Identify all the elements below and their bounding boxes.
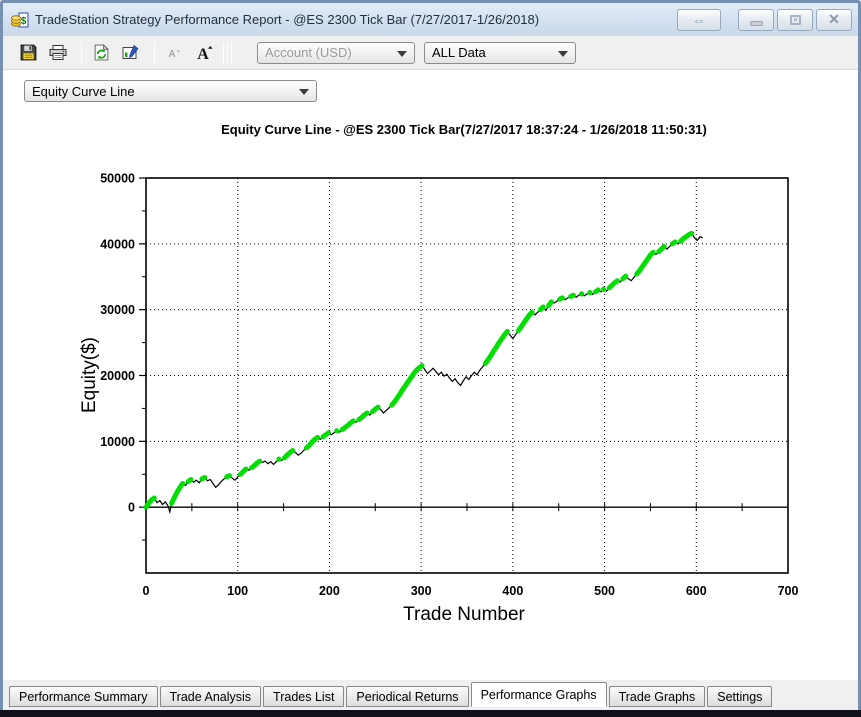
tab-performance-graphs[interactable]: Performance Graphs	[470, 682, 607, 707]
app-icon: $	[11, 12, 29, 27]
tab-periodical-returns[interactable]: Periodical Returns	[346, 686, 469, 707]
account-combo-value: Account (USD)	[265, 45, 352, 60]
chevron-down-icon	[397, 50, 407, 57]
toolbar-separator	[154, 41, 155, 64]
svg-text:400: 400	[502, 584, 523, 598]
tab-label: Trade Graphs	[618, 689, 696, 704]
close-button[interactable]: ✕	[816, 8, 852, 31]
chart-properties-button[interactable]	[118, 40, 144, 66]
graph-type-combo[interactable]: Equity Curve Line	[24, 80, 317, 102]
account-combo[interactable]: Account (USD)	[257, 41, 415, 64]
x-axis-label: Trade Number	[403, 604, 525, 625]
svg-text:A: A	[197, 46, 209, 62]
minimize-button[interactable]	[738, 8, 774, 31]
refresh-icon	[94, 44, 109, 61]
svg-text:20000: 20000	[100, 369, 135, 383]
title-bar: $ TradeStation Strategy Performance Repo…	[3, 3, 858, 36]
tab-label: Trades List	[273, 689, 335, 704]
chevron-down-icon	[299, 89, 309, 95]
svg-text:0: 0	[143, 584, 150, 598]
chart-title: Equity Curve Line - @ES 2300 Tick Bar(7/…	[221, 122, 707, 137]
save-button[interactable]	[15, 40, 41, 66]
svg-text:50000: 50000	[100, 172, 135, 186]
tab-bar: Performance Summary Trade Analysis Trades …	[3, 679, 858, 710]
tab-label: Periodical Returns	[356, 689, 459, 704]
decrease-font-button[interactable]: A	[161, 40, 187, 66]
print-button[interactable]	[45, 40, 71, 66]
tab-label: Trade Analysis	[169, 689, 252, 704]
chart-properties-icon	[122, 45, 139, 59]
increase-font-icon: A	[197, 45, 213, 62]
tab-trades-list[interactable]: Trades List	[263, 686, 345, 707]
svg-text:600: 600	[686, 584, 707, 598]
refresh-button[interactable]	[88, 40, 114, 66]
svg-text:200: 200	[319, 584, 340, 598]
svg-text:$: $	[21, 16, 27, 27]
equity-curve-chart: 0 10000 20000 30000 40000 50000 0 100 200 300 400 5…	[100, 172, 799, 599]
restore-icon	[789, 14, 801, 25]
dock-toggle-button[interactable]: ⇔	[677, 8, 721, 31]
dock-arrows-icon: ⇔	[692, 11, 706, 28]
decrease-font-icon: A	[168, 49, 181, 60]
tab-trade-graphs[interactable]: Trade Graphs	[608, 686, 706, 707]
floppy-disk-icon	[20, 44, 36, 61]
tab-performance-summary[interactable]: Performance Summary	[9, 686, 158, 707]
toolbar-separator	[81, 41, 82, 64]
performance-graphs-panel: Equity Curve Line Equity Curve Line - @E…	[3, 70, 858, 679]
increase-font-button[interactable]: A	[191, 40, 217, 66]
toolbar: A A Account (USD) ALL Data	[3, 36, 858, 70]
window-bottom-edge	[0, 710, 861, 717]
window-title: TradeStation Strategy Performance Report…	[35, 12, 540, 27]
minimize-icon	[749, 20, 763, 26]
svg-text:30000: 30000	[100, 303, 135, 317]
svg-text:100: 100	[227, 584, 248, 598]
tab-label: Settings	[717, 689, 763, 704]
close-icon: ✕	[828, 11, 840, 27]
svg-text:10000: 10000	[100, 435, 135, 449]
printer-icon	[49, 45, 67, 60]
graph-type-combo-value: Equity Curve Line	[32, 83, 135, 99]
tab-trade-analysis[interactable]: Trade Analysis	[159, 686, 262, 707]
svg-text:700: 700	[778, 584, 799, 598]
svg-text:40000: 40000	[100, 237, 135, 251]
svg-text:300: 300	[411, 584, 432, 598]
svg-text:0: 0	[128, 501, 135, 515]
tab-settings[interactable]: Settings	[707, 686, 773, 707]
data-range-combo-value: ALL Data	[432, 45, 486, 60]
restore-button[interactable]	[777, 8, 813, 31]
toolbar-grip	[223, 41, 235, 64]
tab-label: Performance Graphs	[480, 687, 597, 702]
data-range-combo[interactable]: ALL Data	[424, 41, 576, 64]
svg-text:500: 500	[594, 584, 615, 598]
chevron-down-icon	[558, 50, 568, 57]
svg-text:A: A	[168, 49, 175, 60]
tab-label: Performance Summary	[19, 689, 148, 704]
